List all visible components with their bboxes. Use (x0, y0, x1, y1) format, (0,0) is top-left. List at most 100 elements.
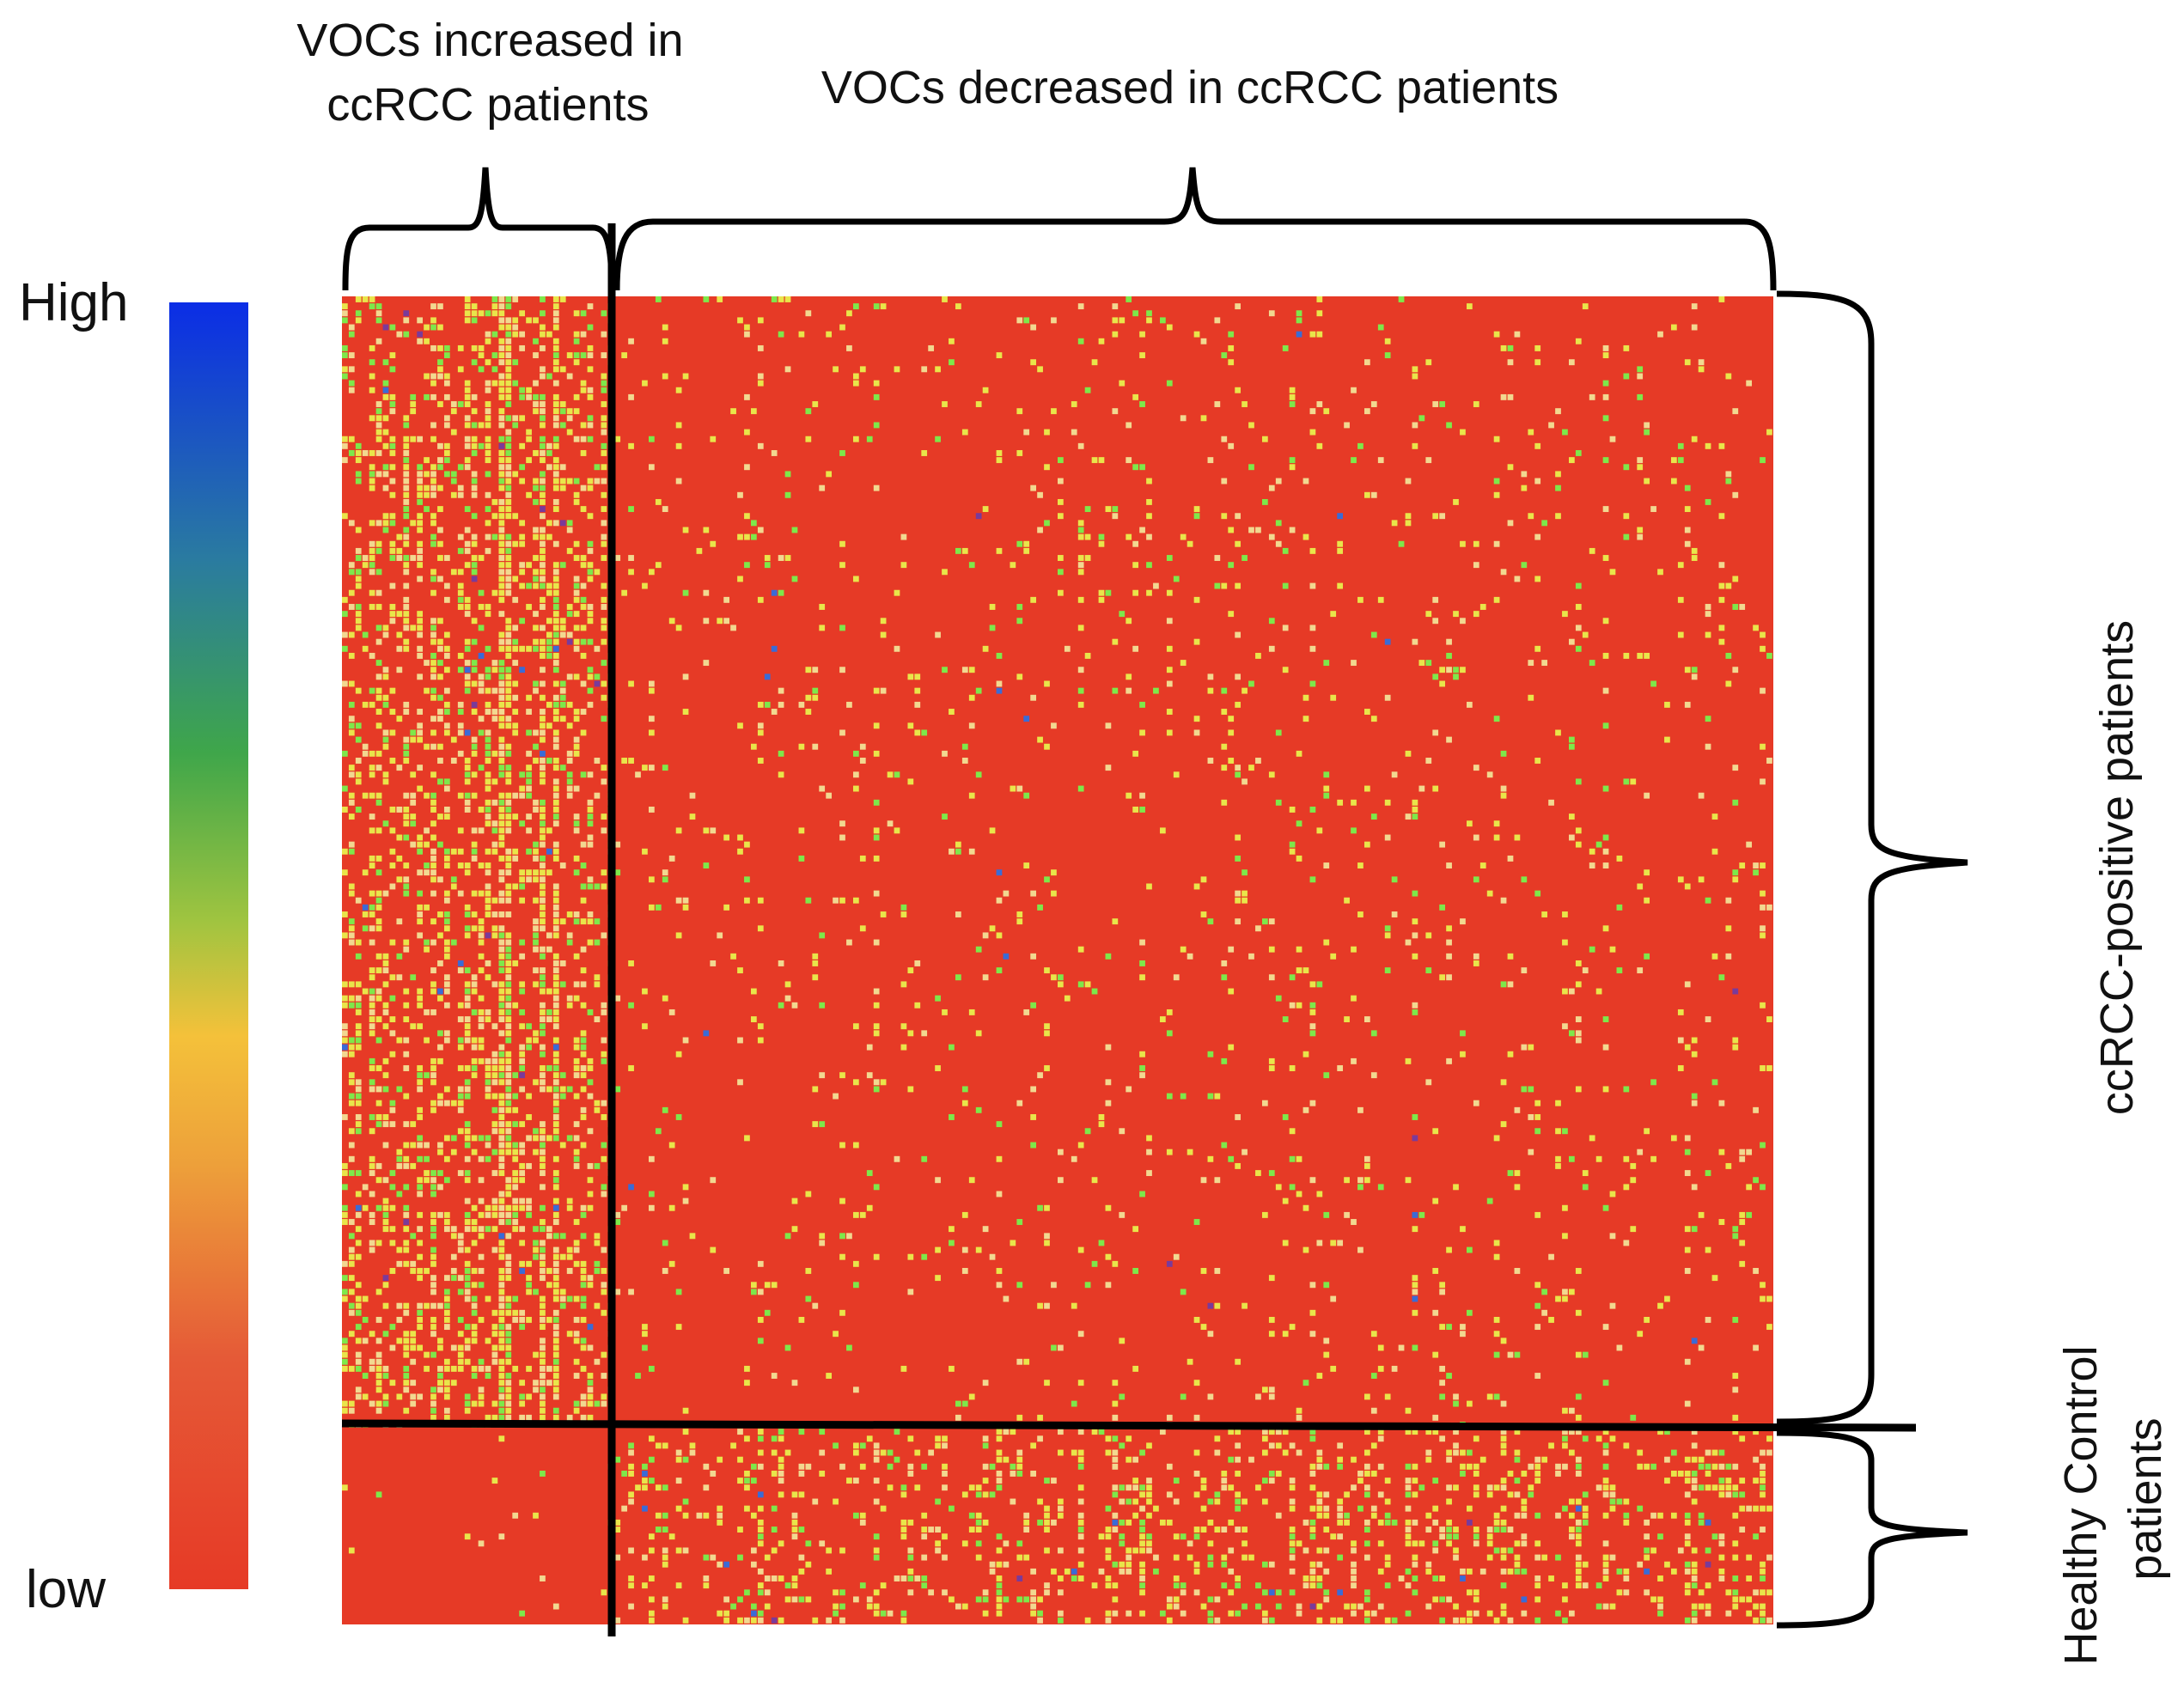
heatmap-cell (526, 457, 532, 464)
heatmap-cell (1425, 359, 1432, 366)
heatmap-cell (1425, 932, 1432, 939)
heatmap-cell (552, 1282, 559, 1289)
heatmap-cell (1377, 1568, 1384, 1575)
heatmap-cell (1323, 1596, 1330, 1603)
heatmap-cell (580, 1044, 587, 1051)
heatmap-cell (512, 638, 519, 645)
heatmap-cell (1644, 1316, 1650, 1323)
heatmap-cell (505, 1057, 512, 1064)
heatmap-cell (1357, 442, 1363, 449)
heatmap-cell (1589, 547, 1595, 554)
heatmap-cell (628, 1470, 634, 1477)
heatmap-cell (559, 631, 566, 638)
heatmap-cell (498, 946, 505, 953)
heatmap-cell (573, 1155, 580, 1162)
heatmap-cell (1473, 562, 1479, 569)
heatmap-cell (430, 436, 436, 442)
heatmap-cell (1071, 1155, 1077, 1162)
heatmap-cell (437, 1338, 443, 1344)
heatmap-cell (417, 331, 424, 338)
heatmap-cell (1119, 1533, 1126, 1540)
heatmap-cell (1684, 1170, 1691, 1177)
heatmap-cell (710, 960, 717, 966)
heatmap-cell (505, 471, 512, 478)
heatmap-cell (921, 1030, 928, 1037)
heatmap-cell (464, 1289, 471, 1295)
heatmap-cell (1302, 533, 1309, 540)
heatmap-cell (573, 638, 580, 645)
heatmap-cell (375, 953, 382, 960)
heatmap-cell (1575, 1533, 1582, 1540)
heatmap-cell (968, 1484, 975, 1491)
heatmap-cell (1077, 1512, 1084, 1519)
heatmap-cell (784, 981, 791, 988)
heatmap-cell (498, 716, 505, 722)
heatmap-cell (485, 974, 491, 981)
heatmap-cell (348, 604, 355, 610)
heatmap-cell (1351, 1456, 1357, 1463)
heatmap-cell (505, 799, 512, 806)
heatmap-cell (1003, 953, 1010, 960)
heatmap-cell (552, 1309, 559, 1316)
heatmap-cell (812, 1086, 819, 1093)
heatmap-cell (1193, 638, 1200, 645)
heatmap-cell (444, 1037, 450, 1044)
heatmap-cell (614, 995, 621, 1002)
heatmap-cell (552, 1344, 559, 1351)
heatmap-cell (485, 310, 491, 317)
heatmap-cell (662, 1527, 668, 1533)
heatmap-cell (566, 778, 573, 785)
heatmap-cell (1364, 1527, 1370, 1533)
heatmap-cell (1684, 1533, 1691, 1540)
heatmap-cell (1671, 1470, 1677, 1477)
heatmap-cell (342, 1260, 348, 1267)
heatmap-cell (348, 814, 355, 820)
heatmap-cell (552, 582, 559, 589)
heatmap-cell (1460, 667, 1466, 673)
heatmap-cell (533, 758, 539, 764)
heatmap-cell (1473, 1527, 1479, 1533)
heatmap-cell (628, 1065, 634, 1071)
heatmap-cell (552, 638, 559, 645)
heatmap-cell (348, 981, 355, 988)
heatmap-cell (1323, 1547, 1330, 1554)
heatmap-cell (942, 1442, 948, 1449)
heatmap-cell (552, 1246, 559, 1253)
heatmap-cell (1370, 716, 1377, 722)
heatmap-cell (1037, 736, 1043, 743)
heatmap-cell (389, 883, 396, 890)
heatmap-cell (533, 1226, 539, 1233)
heatmap-cell (1221, 1582, 1228, 1589)
heatmap-cell (1637, 533, 1644, 540)
heatmap-cell (1241, 1302, 1248, 1309)
heatmap-cell (485, 1072, 491, 1079)
heatmap-cell (375, 904, 382, 911)
heatmap-cell (375, 1491, 382, 1498)
heatmap-cell (546, 1233, 552, 1240)
heatmap-cell (757, 1023, 764, 1030)
heatmap-cell (778, 331, 784, 338)
heatmap-cell (1575, 625, 1582, 631)
heatmap-cell (1575, 1414, 1582, 1421)
heatmap-cell (417, 1072, 424, 1079)
heatmap-cell (396, 953, 403, 960)
heatmap-cell (1493, 1316, 1500, 1323)
heatmap-cell (1037, 1519, 1043, 1526)
heatmap-cell (1337, 1519, 1344, 1526)
heatmap-cell (996, 352, 1003, 359)
heatmap-cell (512, 331, 519, 338)
heatmap-cell (526, 393, 532, 400)
heatmap-cell (1268, 1331, 1275, 1338)
heatmap-cell (1077, 1547, 1084, 1554)
heatmap-cell (498, 1435, 505, 1442)
heatmap-cell (430, 1170, 436, 1177)
heatmap-cell (1534, 344, 1541, 351)
heatmap-cell (389, 366, 396, 373)
heatmap-cell (1766, 652, 1772, 659)
heatmap-cell (505, 562, 512, 569)
heatmap-cell (498, 981, 505, 988)
heatmap-cell (444, 918, 450, 925)
heatmap-cell (355, 582, 362, 589)
heatmap-cell (471, 743, 478, 750)
heatmap-cell (1139, 1191, 1145, 1197)
